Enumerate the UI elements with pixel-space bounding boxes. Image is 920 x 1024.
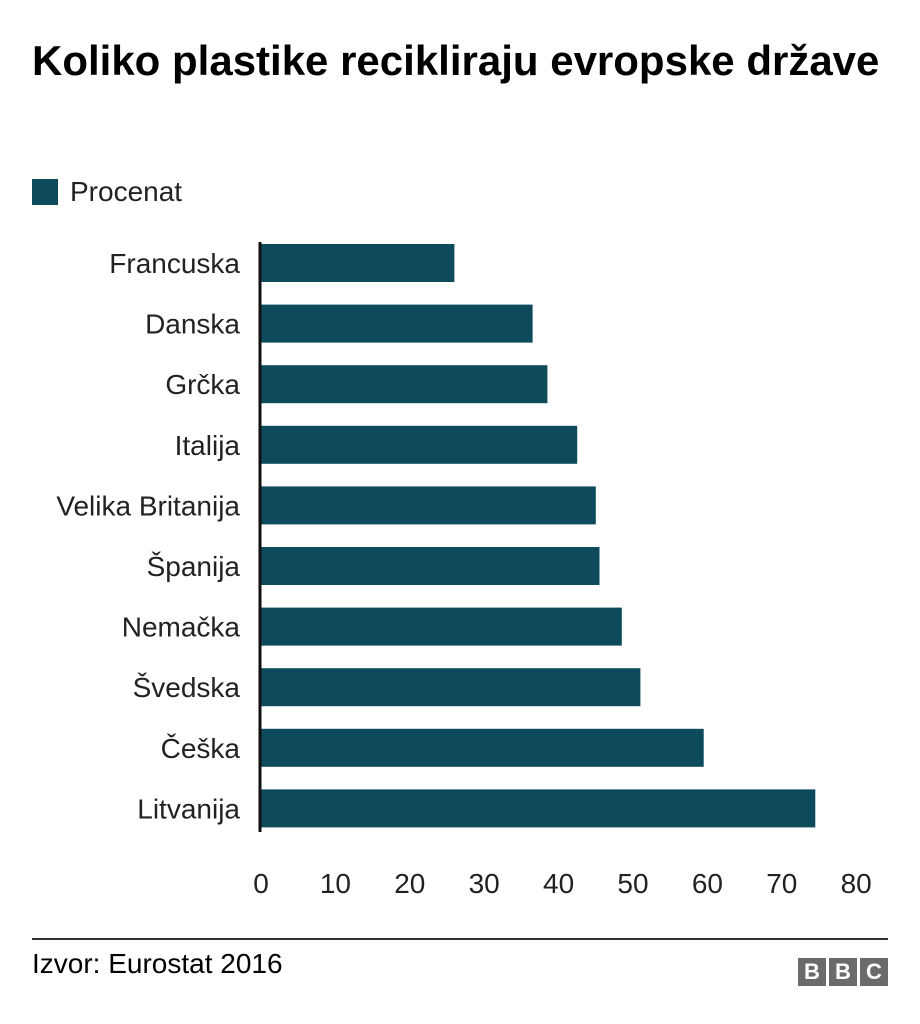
category-label-5: Španija [147, 551, 241, 582]
legend: Procenat [32, 175, 182, 209]
category-label-0: Francuska [109, 248, 240, 279]
category-labels-group: Francuska Danska Grčka Italija Velika Britan… [56, 248, 240, 824]
bars-group [261, 244, 816, 828]
logo-letter-2: C [860, 958, 888, 986]
bar-0 [261, 244, 455, 282]
bar-5 [261, 547, 600, 585]
x-tick-label-6: 60 [692, 868, 723, 899]
category-label-3: Italija [175, 430, 241, 461]
legend-label: Procenat [70, 176, 183, 207]
logo-letter-1: B [829, 958, 857, 986]
bar-8 [261, 728, 704, 767]
x-tick-label-3: 30 [469, 868, 500, 899]
logo-letter-0: B [798, 958, 826, 986]
bar-6 [261, 607, 622, 646]
x-tick-label-7: 70 [766, 868, 797, 899]
bar-chart: Francuska Danska Grčka Italija Velika Britan… [56, 242, 872, 899]
category-label-1: Danska [145, 309, 240, 340]
x-tick-label-0: 0 [253, 868, 269, 899]
bar-4 [261, 486, 596, 525]
category-label-7: Švedska [133, 672, 241, 703]
bar-2 [261, 365, 548, 404]
category-label-2: Grčka [165, 369, 240, 400]
source-note: Izvor: Eurostat 2016 [32, 948, 283, 979]
x-tick-label-4: 40 [543, 868, 574, 899]
category-label-4: Velika Britanija [56, 490, 240, 521]
x-tick-label-1: 10 [320, 868, 351, 899]
x-tick-label-2: 20 [394, 868, 425, 899]
category-label-9: Litvanija [137, 793, 240, 824]
x-tick-labels-group: 0 10 20 30 40 50 60 70 80 [253, 868, 872, 899]
bar-3 [261, 425, 578, 464]
x-tick-label-8: 80 [841, 868, 872, 899]
bar-9 [261, 789, 816, 828]
legend-swatch [32, 179, 58, 205]
bar-7 [261, 668, 641, 707]
chart-title: Koliko plastike recikliraju evropske drž… [32, 37, 880, 84]
category-label-6: Nemačka [122, 612, 241, 643]
footer-divider [32, 938, 888, 940]
bar-1 [261, 304, 533, 343]
x-tick-label-5: 50 [617, 868, 648, 899]
category-label-8: Češka [161, 733, 241, 764]
